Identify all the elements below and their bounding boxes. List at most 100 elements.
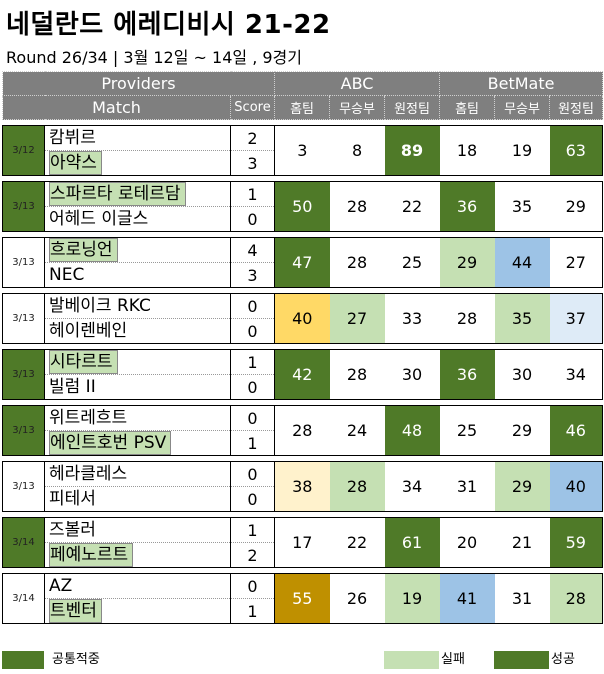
away-team-name: 아약스 (49, 151, 102, 175)
betmate-header: BetMate (439, 71, 604, 96)
prediction-table: Providers ABC BetMate Match Score 홈팀 무승부… (1, 71, 604, 624)
match-row-home: 3/14 AZ 0 55 26 19 41 31 28 (2, 573, 604, 624)
home-team-name: 스파르타 로테르담 (49, 182, 186, 206)
legend-common-label: 공통적중 (52, 652, 100, 667)
round-subtitle: Round 26/34 | 3월 12일 ~ 14일 , 9경기 (6, 48, 302, 67)
match-row-home: 3/14 즈볼러 1 17 22 61 20 21 59 (2, 517, 604, 568)
match-date: 3/13 (2, 293, 45, 344)
home-score: 1 (229, 349, 276, 375)
away-team: 페예노르트 (44, 542, 231, 568)
abc-odds-draw: 26 (329, 573, 385, 624)
betmate-odds-home: 31 (439, 461, 495, 512)
match-row-away: 빌럼 II 0 (3, 374, 603, 400)
gap-cell (2, 287, 603, 294)
away-team: 빌럼 II (44, 374, 231, 400)
abc-header: ABC (274, 71, 441, 96)
home-team-name: 흐로닝언 (49, 238, 118, 262)
abc-odds-draw: 28 (329, 237, 385, 288)
row-gap (2, 455, 603, 462)
betmate-odds-draw: 31 (494, 573, 550, 624)
gap-cell (2, 455, 603, 462)
home-score: 0 (229, 293, 276, 319)
away-team-name: 헤이렌베인 (49, 321, 128, 341)
betmate-odds-away: 34 (549, 349, 604, 400)
abc-odds-draw: 22 (329, 517, 385, 568)
home-team-name: 즈볼러 (49, 520, 96, 540)
away-team: 아약스 (44, 150, 231, 176)
abc-away-header: 원정팀 (384, 95, 441, 120)
betmate-odds-away: 37 (549, 293, 604, 344)
away-team: NEC (44, 262, 231, 288)
legend-common-swatch (2, 651, 44, 669)
legend-fail-label: 실패 (441, 652, 465, 667)
away-team-name: 트벤터 (49, 599, 102, 623)
home-score: 0 (229, 461, 276, 487)
home-score: 0 (229, 573, 276, 599)
abc-odds-home: 28 (274, 405, 330, 456)
page-title: 네덜란드 에레디비시 21-22 (6, 10, 331, 40)
betmate-odds-away: 28 (549, 573, 604, 624)
abc-home-header: 홈팀 (274, 95, 331, 120)
away-team: 에인트호번 PSV (44, 430, 231, 456)
match-row-away: 피테서 0 (3, 486, 603, 512)
match-date: 3/12 (2, 125, 45, 176)
away-score: 1 (229, 598, 276, 624)
abc-odds-home: 38 (274, 461, 330, 512)
match-row-away: 헤이렌베인 0 (3, 318, 603, 344)
betmate-odds-home: 25 (439, 405, 495, 456)
match-row-home: 3/13 발베이크 RKC 0 40 27 33 28 35 37 (2, 293, 604, 344)
abc-odds-away: 30 (384, 349, 440, 400)
away-score: 1 (229, 430, 276, 456)
betmate-odds-draw: 19 (494, 125, 550, 176)
betmate-odds-draw: 44 (494, 237, 550, 288)
away-score: 0 (229, 486, 276, 512)
away-team-name: 피테서 (49, 489, 96, 509)
betmate-odds-away: 27 (549, 237, 604, 288)
betmate-away-header: 원정팀 (549, 95, 604, 120)
abc-odds-away: 22 (384, 181, 440, 232)
header-row-providers: Providers ABC BetMate (1, 71, 604, 96)
match-date: 3/14 (2, 573, 45, 624)
betmate-odds-draw: 35 (494, 293, 550, 344)
betmate-home-header: 홈팀 (439, 95, 496, 120)
away-team: 어헤드 이글스 (44, 206, 231, 232)
away-team: 헤이렌베인 (44, 318, 231, 344)
abc-odds-away: 34 (384, 461, 440, 512)
betmate-odds-home: 29 (439, 237, 495, 288)
home-score: 4 (229, 237, 276, 263)
away-score: 2 (229, 542, 276, 568)
row-gap (2, 119, 603, 126)
betmate-odds-home: 36 (439, 181, 495, 232)
legend-fail-swatch (384, 651, 439, 669)
home-team-name: 헤라클레스 (49, 464, 128, 484)
home-team: 헤라클레스 (44, 461, 231, 487)
home-team-name: AZ (49, 576, 73, 596)
row-gap (2, 567, 603, 574)
abc-odds-draw: 27 (329, 293, 385, 344)
match-date: 3/13 (2, 237, 45, 288)
betmate-draw-header: 무승부 (494, 95, 551, 120)
betmate-odds-home: 36 (439, 349, 495, 400)
abc-odds-away: 19 (384, 573, 440, 624)
abc-odds-home: 3 (274, 125, 330, 176)
away-team: 트벤터 (44, 598, 231, 624)
betmate-odds-draw: 21 (494, 517, 550, 568)
home-score: 2 (229, 125, 276, 151)
abc-odds-draw: 8 (329, 125, 385, 176)
abc-odds-draw: 28 (329, 461, 385, 512)
betmate-odds-home: 20 (439, 517, 495, 568)
abc-odds-draw: 28 (329, 349, 385, 400)
betmate-odds-away: 59 (549, 517, 604, 568)
gap-cell (2, 567, 603, 574)
match-row-away: 어헤드 이글스 0 (3, 206, 603, 232)
abc-odds-home: 50 (274, 181, 330, 232)
abc-odds-away: 25 (384, 237, 440, 288)
home-score: 1 (229, 517, 276, 543)
betmate-odds-draw: 35 (494, 181, 550, 232)
home-team: 즈볼러 (44, 517, 231, 543)
home-team-name: 위트레흐트 (49, 408, 128, 428)
home-team: 흐로닝언 (44, 237, 231, 263)
betmate-odds-away: 46 (549, 405, 604, 456)
match-row-away: 에인트호번 PSV 1 (3, 430, 603, 456)
legend: 공통적중 실패 성공 (0, 651, 604, 669)
